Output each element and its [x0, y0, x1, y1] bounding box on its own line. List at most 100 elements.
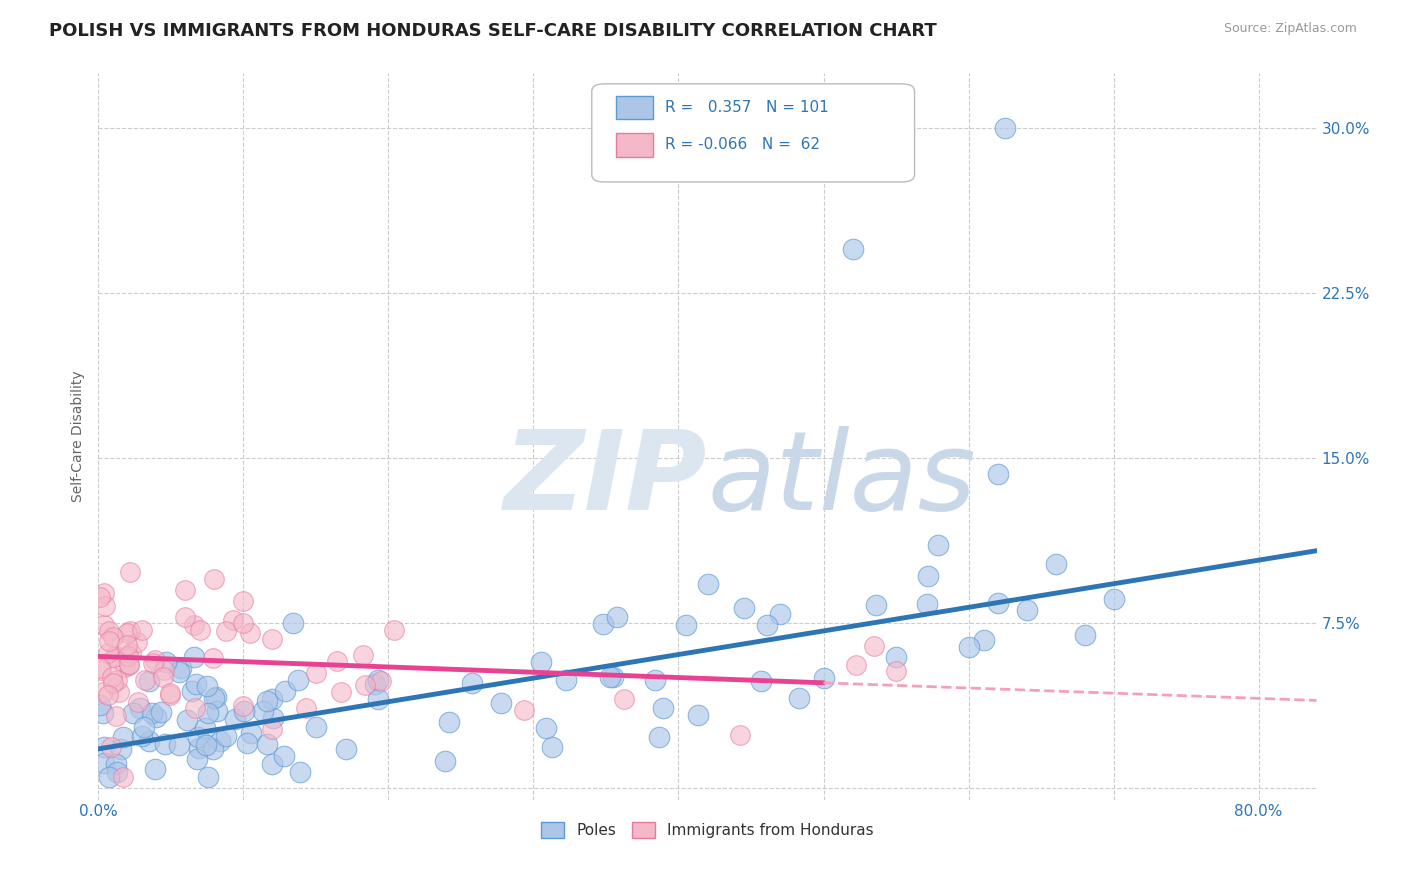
- Point: [555, 673, 578, 688]
- Point: [89, 591, 111, 605]
- Point: [117, 648, 139, 663]
- Point: [648, 730, 671, 744]
- Point: [606, 610, 628, 624]
- Point: [917, 569, 939, 583]
- Point: [335, 742, 357, 756]
- Point: [195, 679, 218, 693]
- Point: [90, 664, 112, 678]
- Point: [612, 692, 634, 706]
- Point: [180, 684, 202, 698]
- Point: [262, 756, 284, 771]
- Point: [688, 708, 710, 723]
- Point: [232, 616, 254, 631]
- Point: [101, 675, 124, 690]
- Point: [215, 729, 238, 743]
- Point: [112, 730, 135, 744]
- Point: [170, 660, 193, 674]
- Point: [141, 706, 163, 720]
- Point: [142, 656, 165, 670]
- Point: [104, 648, 127, 663]
- Point: [305, 665, 328, 680]
- Point: [273, 749, 295, 764]
- Point: [437, 715, 460, 730]
- Point: [107, 685, 129, 699]
- Point: [186, 752, 208, 766]
- Point: [1102, 591, 1125, 606]
- Point: [93, 617, 115, 632]
- Point: [986, 596, 1008, 610]
- Point: [94, 599, 117, 614]
- Point: [541, 740, 564, 755]
- Point: [174, 609, 197, 624]
- FancyBboxPatch shape: [616, 95, 652, 119]
- Point: [262, 692, 284, 706]
- Point: [204, 572, 226, 586]
- Point: [93, 585, 115, 599]
- Point: [602, 670, 624, 684]
- Point: [143, 762, 166, 776]
- Point: [769, 607, 792, 621]
- Point: [202, 651, 225, 665]
- Point: [187, 730, 209, 744]
- Point: [749, 674, 772, 689]
- Point: [262, 711, 284, 725]
- Point: [696, 577, 718, 591]
- Point: [233, 704, 256, 718]
- Point: [326, 654, 349, 668]
- Point: [118, 657, 141, 672]
- Point: [188, 741, 211, 756]
- Point: [134, 673, 156, 687]
- Point: [127, 634, 149, 648]
- Point: [97, 646, 120, 660]
- Point: [973, 632, 995, 647]
- Point: [208, 733, 231, 747]
- Text: R =   0.357   N = 101: R = 0.357 N = 101: [665, 100, 828, 115]
- Point: [89, 661, 111, 675]
- Point: [118, 566, 141, 580]
- Point: [728, 727, 751, 741]
- Point: [174, 583, 197, 598]
- Point: [232, 594, 254, 608]
- Point: [252, 704, 274, 718]
- Point: [138, 674, 160, 689]
- Point: [120, 646, 142, 660]
- Point: [652, 701, 675, 715]
- Point: [188, 623, 211, 637]
- Point: [592, 617, 614, 632]
- Point: [150, 705, 173, 719]
- Point: [256, 694, 278, 708]
- Point: [194, 738, 217, 752]
- Point: [733, 601, 755, 615]
- Point: [183, 618, 205, 632]
- Point: [927, 538, 949, 552]
- Point: [295, 700, 318, 714]
- Point: [129, 701, 152, 715]
- Point: [214, 624, 236, 638]
- Point: [131, 623, 153, 637]
- Point: [367, 692, 389, 706]
- Point: [152, 670, 174, 684]
- Point: [845, 658, 868, 673]
- Point: [103, 630, 125, 644]
- Point: [370, 673, 392, 688]
- Point: [644, 673, 666, 688]
- Text: Source: ZipAtlas.com: Source: ZipAtlas.com: [1223, 22, 1357, 36]
- Point: [153, 737, 176, 751]
- Point: [290, 764, 312, 779]
- Point: [104, 709, 127, 723]
- Point: [262, 722, 284, 736]
- Point: [957, 640, 980, 654]
- Point: [110, 741, 132, 756]
- Point: [155, 655, 177, 669]
- Point: [884, 665, 907, 679]
- Point: [93, 706, 115, 720]
- Point: [169, 739, 191, 753]
- Point: [104, 757, 127, 772]
- Point: [364, 676, 387, 690]
- Point: [98, 624, 121, 639]
- Point: [915, 597, 938, 611]
- Point: [352, 648, 374, 662]
- Point: [159, 688, 181, 702]
- Point: [536, 722, 558, 736]
- Point: [1073, 628, 1095, 642]
